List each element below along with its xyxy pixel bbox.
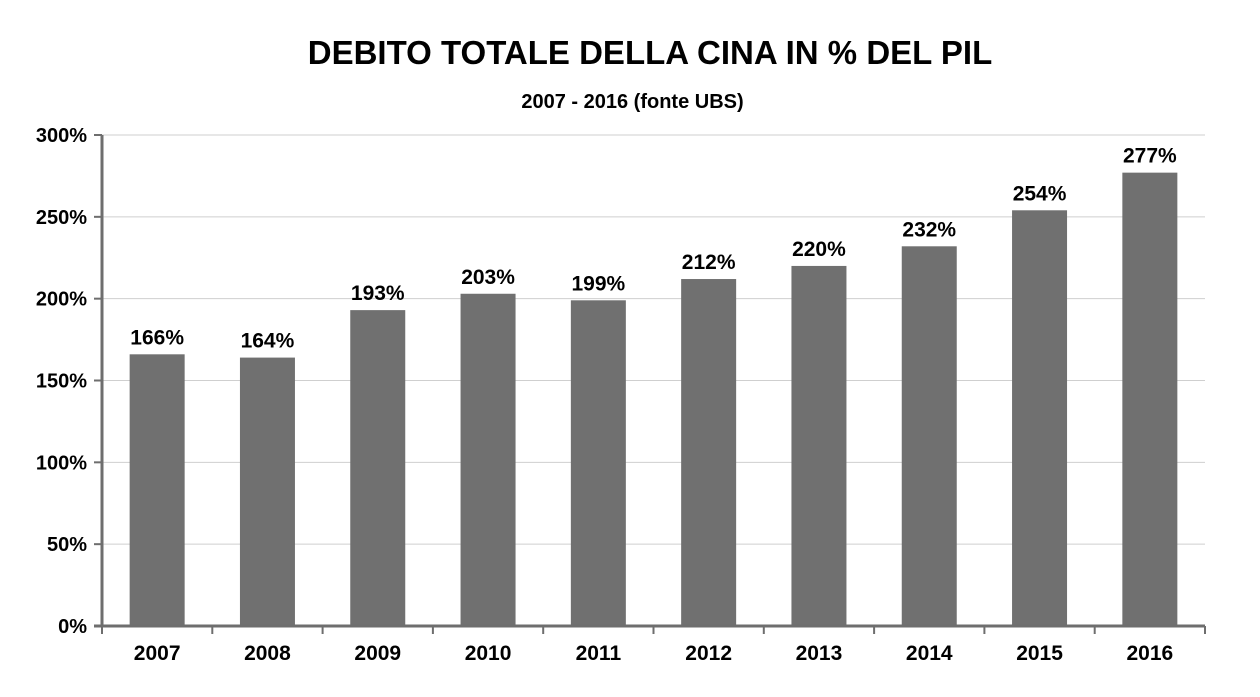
x-tick-label: 2008 [244,642,291,665]
data-label: 212% [682,251,736,274]
bar [791,265,847,626]
x-tick-label: 2012 [685,642,732,665]
y-tick-label: 250% [36,207,87,229]
bar [239,357,295,626]
y-tick-label: 150% [36,371,87,393]
data-label: 277% [1123,145,1177,168]
data-label: 203% [461,266,515,289]
data-label: 193% [351,282,405,305]
y-tick-label: 100% [36,452,87,474]
chart-subtitle: 2007 - 2016 (fonte UBS) [521,91,744,113]
data-label: 232% [902,218,956,241]
data-label: 199% [571,272,625,295]
y-tick-label: 0% [58,616,87,638]
x-tick-label: 2016 [1126,642,1173,665]
x-tick-label: 2011 [576,642,622,665]
y-tick-label: 300% [36,125,87,147]
chart-title: DEBITO TOTALE DELLA CINA IN % DEL PIL [307,34,993,71]
y-tick-label: 50% [47,534,87,556]
bar [901,246,957,626]
x-tick-label: 2014 [906,642,953,665]
y-tick-label: 200% [36,289,87,311]
x-tick-label: 2009 [354,642,401,665]
data-label: 164% [241,330,295,353]
data-label: 220% [792,238,846,261]
bar [681,279,737,626]
x-tick-label: 2007 [134,642,181,665]
data-label: 166% [130,326,184,349]
bar [129,354,185,626]
data-label: 254% [1013,182,1067,205]
bar [1122,172,1178,627]
x-tick-label: 2013 [796,642,843,665]
bar [570,300,626,626]
bar [1012,210,1068,626]
x-tick-label: 2015 [1016,642,1063,665]
x-tick-label: 2010 [465,642,512,665]
bar [460,293,516,626]
bar [350,310,406,626]
